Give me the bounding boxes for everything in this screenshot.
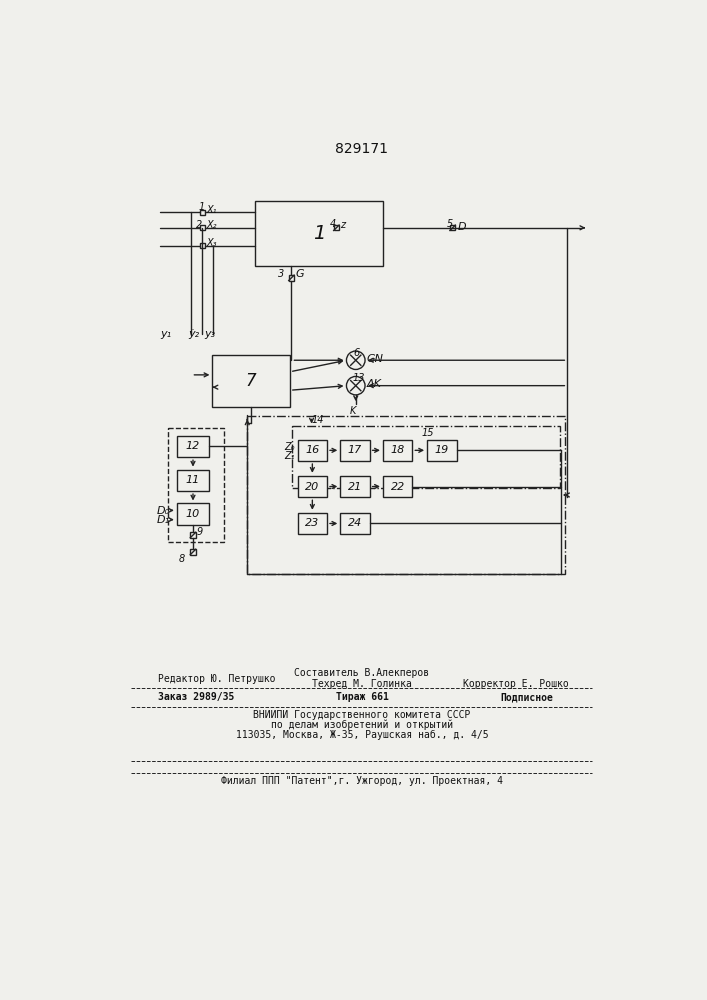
Text: 9: 9 bbox=[196, 527, 202, 537]
Text: z: z bbox=[340, 220, 346, 230]
Text: ВНИИПИ Государственного комитета СССР: ВНИИПИ Государственного комитета СССР bbox=[253, 710, 471, 720]
Bar bbox=[292, 426, 559, 488]
Bar bbox=[177, 436, 209, 457]
Bar bbox=[383, 476, 412, 497]
Text: 17: 17 bbox=[348, 445, 362, 455]
Bar bbox=[288, 275, 294, 281]
Text: 20: 20 bbox=[305, 482, 320, 492]
Bar bbox=[177, 470, 209, 491]
Text: 4: 4 bbox=[330, 219, 337, 229]
Text: 7: 7 bbox=[246, 372, 257, 390]
Bar bbox=[199, 225, 205, 230]
Text: D: D bbox=[457, 222, 466, 232]
Circle shape bbox=[346, 376, 365, 395]
Bar bbox=[168, 428, 224, 542]
Text: по делам изобретений и открытий: по делам изобретений и открытий bbox=[271, 720, 453, 730]
Bar bbox=[199, 210, 205, 215]
Text: 14: 14 bbox=[312, 415, 324, 425]
Bar bbox=[334, 225, 339, 230]
Text: 2: 2 bbox=[196, 220, 202, 230]
Bar bbox=[450, 225, 455, 230]
Text: 21: 21 bbox=[348, 482, 362, 492]
Bar bbox=[298, 513, 327, 534]
Text: G: G bbox=[296, 269, 304, 279]
Text: K: K bbox=[349, 406, 356, 416]
Text: 3: 3 bbox=[279, 269, 284, 279]
Text: 10: 10 bbox=[186, 509, 200, 519]
Text: 1: 1 bbox=[199, 202, 204, 212]
Text: 5: 5 bbox=[446, 219, 452, 229]
Bar bbox=[255, 201, 383, 266]
Text: Редактор Ю. Петрушко: Редактор Ю. Петрушко bbox=[158, 674, 276, 684]
Text: D₁: D₁ bbox=[156, 515, 170, 525]
Bar bbox=[340, 440, 370, 461]
Bar bbox=[190, 532, 196, 538]
Text: 1: 1 bbox=[312, 224, 325, 243]
Bar bbox=[177, 503, 209, 525]
Text: 829171: 829171 bbox=[335, 142, 388, 156]
Text: Z₀: Z₀ bbox=[284, 442, 295, 452]
Text: 24: 24 bbox=[348, 518, 362, 528]
Bar bbox=[340, 476, 370, 497]
Text: Корректор Е. Рошко: Корректор Е. Рошко bbox=[463, 679, 569, 689]
Text: Техред М. Голинка: Техред М. Голинка bbox=[312, 679, 412, 689]
Text: GN: GN bbox=[367, 354, 384, 364]
Bar bbox=[298, 440, 327, 461]
Bar bbox=[298, 476, 327, 497]
Text: 18: 18 bbox=[390, 445, 404, 455]
Text: Тираж 661: Тираж 661 bbox=[336, 692, 388, 702]
Text: ΔK: ΔK bbox=[367, 379, 382, 389]
Bar bbox=[427, 440, 457, 461]
Text: y₃: y₃ bbox=[204, 329, 215, 339]
Text: 19: 19 bbox=[435, 445, 449, 455]
Text: X₃: X₃ bbox=[206, 238, 216, 248]
Text: D₀: D₀ bbox=[156, 506, 170, 516]
Circle shape bbox=[346, 351, 365, 369]
Text: 8: 8 bbox=[179, 554, 185, 564]
Text: 12: 12 bbox=[186, 441, 200, 451]
Text: Z₁: Z₁ bbox=[284, 451, 295, 461]
Text: Составитель В.Алекперов: Составитель В.Алекперов bbox=[294, 668, 430, 678]
Bar bbox=[340, 513, 370, 534]
Text: Заказ 2989/35: Заказ 2989/35 bbox=[158, 692, 235, 702]
Bar bbox=[199, 243, 205, 248]
Text: X₁: X₁ bbox=[206, 205, 216, 215]
Text: 15: 15 bbox=[421, 428, 434, 438]
Text: 11: 11 bbox=[186, 475, 200, 485]
Text: 22: 22 bbox=[390, 482, 404, 492]
Text: 16: 16 bbox=[305, 445, 320, 455]
Text: 113035, Москва, Ж-35, Раушская наб., д. 4/5: 113035, Москва, Ж-35, Раушская наб., д. … bbox=[235, 730, 489, 740]
Text: Подписное: Подписное bbox=[501, 692, 554, 702]
Bar bbox=[383, 440, 412, 461]
Text: ẏ₂: ẏ₂ bbox=[188, 329, 199, 339]
Text: 13: 13 bbox=[353, 373, 365, 383]
Text: 6: 6 bbox=[354, 348, 360, 358]
Bar bbox=[247, 416, 565, 574]
Text: y₁: y₁ bbox=[160, 329, 172, 339]
Text: 23: 23 bbox=[305, 518, 320, 528]
Bar bbox=[212, 355, 290, 407]
Text: Филиал ППП "Патент",г. Ужгород, ул. Проектная, 4: Филиал ППП "Патент",г. Ужгород, ул. Прое… bbox=[221, 776, 503, 786]
Text: X₂: X₂ bbox=[206, 220, 216, 230]
Bar bbox=[190, 549, 196, 555]
